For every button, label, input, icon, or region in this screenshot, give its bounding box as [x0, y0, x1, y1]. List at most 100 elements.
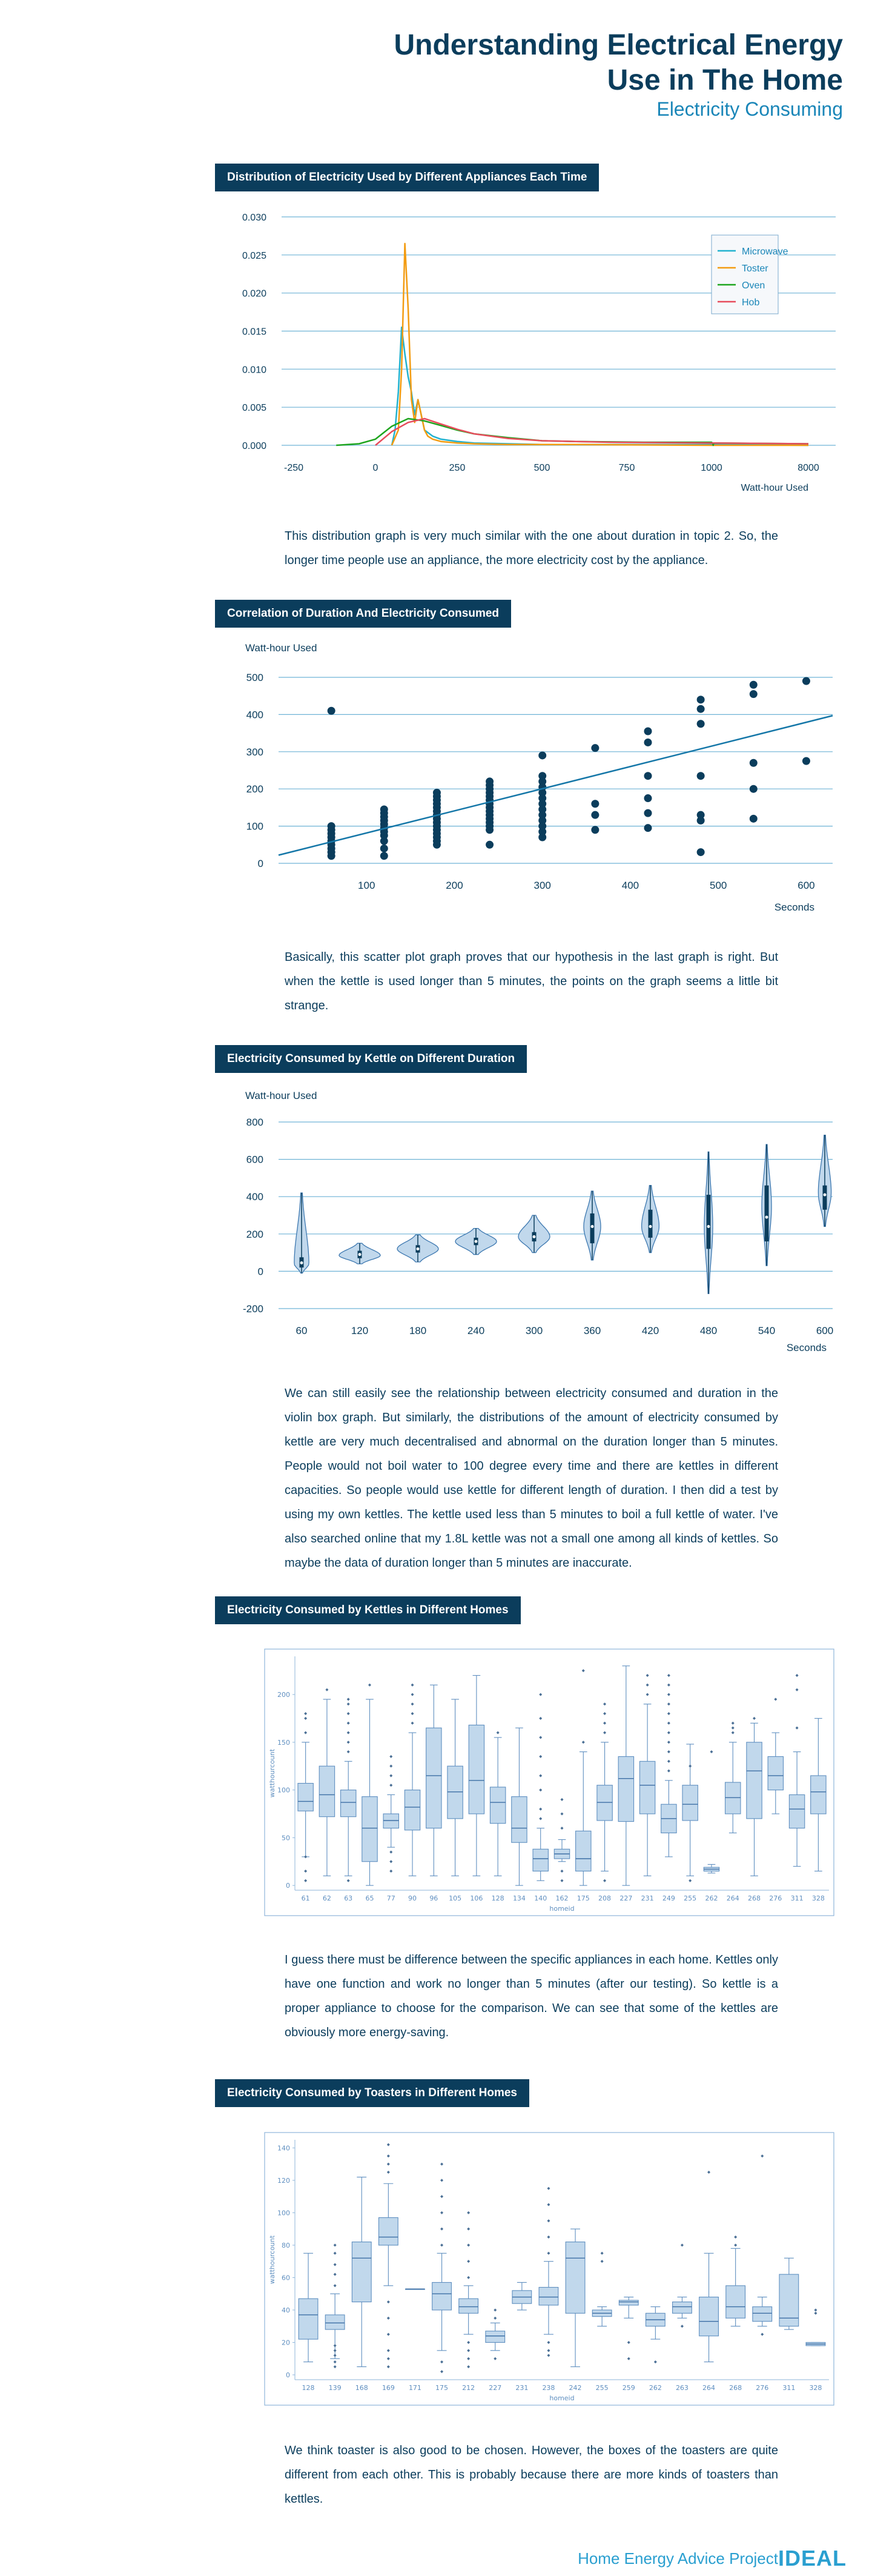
box-outlier — [689, 1764, 692, 1768]
box-iqr — [319, 1765, 335, 1817]
scatter-point — [591, 811, 600, 819]
footer-logo: IDEAL — [778, 2546, 847, 2571]
y-tick-label: 100 — [277, 1787, 290, 1794]
x-tick-label: 328 — [809, 2384, 822, 2392]
box-outlier — [346, 1698, 350, 1701]
box-outlier — [467, 2211, 471, 2214]
legend-label: Hob — [742, 297, 759, 308]
box-outlier — [411, 1683, 414, 1687]
x-tick-label: 480 — [700, 1325, 717, 1336]
y-tick-label: 100 — [246, 821, 263, 832]
section-text-distribution: This distribution graph is very much sim… — [285, 529, 778, 567]
toaster-box-chart: 0 20 40 60 80 100 120 140 watthourcount 128 139 168… — [264, 2132, 834, 2406]
box-outlier — [368, 1683, 371, 1687]
scatter-point — [591, 826, 600, 834]
box-outlier — [346, 1712, 350, 1716]
y-tick-label: 200 — [246, 783, 263, 795]
box-outlier — [795, 1688, 799, 1691]
x-tick-label: 96 — [429, 1894, 438, 1902]
box-iqr — [378, 2217, 398, 2246]
scatter-point — [486, 840, 494, 849]
scatter-point — [696, 695, 705, 704]
x-axis-label: Watt-hour Used — [741, 483, 808, 493]
box-outlier — [731, 1726, 735, 1730]
box-outlier — [653, 2360, 657, 2364]
box-iqr — [511, 1796, 527, 1843]
violin-iqr-box — [822, 1185, 827, 1210]
x-tick-label: 120 — [351, 1325, 368, 1336]
box-outlier — [539, 1716, 543, 1720]
box-outlier — [411, 1693, 414, 1696]
x-tick-label: 180 — [409, 1325, 426, 1336]
x-axis-label: homeid — [549, 1905, 574, 1913]
x-tick-label: -250 — [284, 463, 303, 473]
box-outlier — [389, 1784, 393, 1787]
x-tick-label: 255 — [684, 1894, 696, 1902]
box-outlier — [333, 2365, 337, 2369]
violin-median — [590, 1224, 594, 1228]
x-tick-label: 77 — [387, 1894, 395, 1902]
x-tick-label: 268 — [748, 1894, 761, 1902]
x-tick-label: 231 — [641, 1894, 654, 1902]
box-outlier — [333, 2243, 337, 2247]
box-outlier — [560, 1827, 564, 1830]
x-tick-label: 276 — [756, 2384, 768, 2392]
y-axis-label: Watt-hour Used — [245, 642, 317, 654]
box-outlier — [346, 1702, 350, 1706]
box-outlier — [389, 1774, 393, 1778]
x-tick-label: 128 — [492, 1894, 504, 1902]
box-outlier — [627, 2357, 630, 2360]
x-tick-label: 212 — [462, 2384, 475, 2392]
box-outlier — [667, 1702, 670, 1706]
box-outlier — [547, 2219, 550, 2223]
box-outlier — [581, 1741, 585, 1744]
box-outlier — [494, 2357, 497, 2360]
box-outlier — [467, 2276, 471, 2279]
box-outlier — [581, 1669, 585, 1673]
x-tick-label: 62 — [323, 1894, 331, 1902]
box-iqr — [340, 1790, 357, 1817]
box-outlier — [603, 1731, 607, 1734]
scatter-point — [538, 828, 547, 836]
y-tick-label: 400 — [246, 1191, 263, 1203]
y-tick-label: 40 — [282, 2306, 290, 2314]
box-outlier — [761, 2154, 764, 2158]
box-outlier — [304, 1712, 308, 1716]
scatter-point — [380, 831, 388, 840]
box-outlier — [389, 1754, 393, 1758]
scatter-point — [538, 805, 547, 814]
box-outlier — [386, 2365, 390, 2369]
box-outlier — [440, 2162, 444, 2166]
box-iqr — [618, 1756, 635, 1822]
box-outlier — [667, 1731, 670, 1734]
box-outlier — [667, 1769, 670, 1773]
box-outlier — [539, 1736, 543, 1739]
x-tick-label: 750 — [619, 463, 635, 473]
box-outlier — [547, 2236, 550, 2239]
x-tick-label: 300 — [534, 880, 551, 891]
box-outlier — [333, 2272, 337, 2276]
scatter-point — [327, 852, 335, 860]
box-iqr — [297, 1782, 314, 1811]
section-heading-correlation: Correlation of Duration And Electricity … — [215, 600, 512, 628]
box-outlier — [304, 1879, 308, 1882]
box-outlier — [603, 1721, 607, 1725]
x-axis-label: Seconds — [775, 901, 814, 913]
box-outlier — [467, 2365, 471, 2369]
box-outlier — [603, 1712, 607, 1716]
scatter-point — [538, 772, 547, 780]
x-tick-label: 90 — [408, 1894, 417, 1902]
box-outlier — [600, 2251, 604, 2255]
legend-box — [711, 234, 779, 314]
box-iqr — [468, 1724, 485, 1814]
violin-median — [300, 1261, 303, 1265]
x-tick-label: 105 — [449, 1894, 461, 1902]
box-outlier — [386, 2143, 390, 2146]
x-tick-label: 500 — [710, 880, 727, 891]
box-outlier — [304, 1731, 308, 1734]
box-outlier — [411, 1721, 414, 1725]
x-tick-label: 171 — [409, 2384, 421, 2392]
x-tick-label: 231 — [515, 2384, 528, 2392]
box-outlier — [411, 1702, 414, 1706]
y-tick-label: 0.030 — [242, 213, 266, 223]
